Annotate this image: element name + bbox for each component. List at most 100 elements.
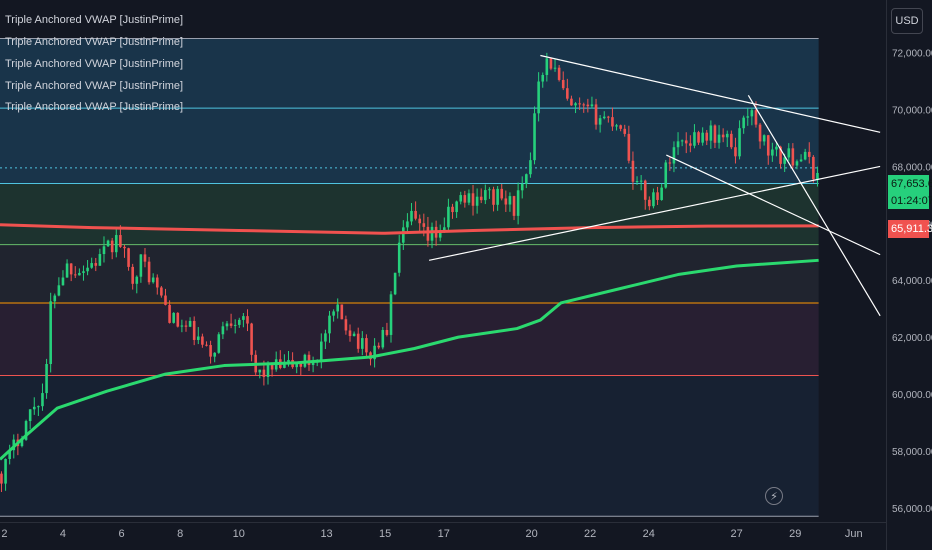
candle-body xyxy=(713,125,717,143)
candle-body xyxy=(750,110,754,117)
candle-body xyxy=(151,277,155,283)
candle-body xyxy=(69,263,73,275)
candle-body xyxy=(196,336,200,340)
candle-body xyxy=(529,160,532,175)
x-tick-label: 6 xyxy=(118,528,124,540)
currency-button[interactable]: USD xyxy=(891,8,923,34)
candle-body xyxy=(816,172,819,180)
candle-body xyxy=(557,67,561,80)
candle-body xyxy=(479,196,483,201)
candle-body xyxy=(8,450,11,459)
candle-body xyxy=(205,344,208,346)
candle-body xyxy=(328,315,331,334)
candle-body xyxy=(381,329,385,348)
candle-body xyxy=(619,125,622,129)
candle-body xyxy=(717,134,721,143)
candle-body xyxy=(438,230,442,238)
candle-body xyxy=(582,104,586,106)
candle-body xyxy=(160,287,163,296)
candle-body xyxy=(598,118,602,125)
y-tick-label: 60,000.00 xyxy=(892,390,932,401)
x-tick-label: 22 xyxy=(584,528,596,540)
candle-body xyxy=(266,362,270,378)
candle-body xyxy=(127,248,130,267)
candle-body xyxy=(467,193,471,203)
candle-body xyxy=(475,196,479,206)
candle-body xyxy=(508,196,512,205)
legend-item[interactable]: Triple Anchored VWAP [JustinPrime] xyxy=(5,14,184,26)
candle-body xyxy=(106,240,110,247)
candle-body xyxy=(812,156,815,180)
candle-body xyxy=(721,134,725,138)
band-fill xyxy=(0,183,819,245)
candle-body xyxy=(775,146,778,150)
candle-body xyxy=(680,140,684,142)
candle-body xyxy=(86,267,89,272)
candle-body xyxy=(635,181,639,183)
candle-body xyxy=(734,147,737,157)
candle-body xyxy=(771,149,774,156)
candle-body xyxy=(488,189,491,191)
candle-body xyxy=(725,133,729,138)
legend-item[interactable]: Triple Anchored VWAP [JustinPrime] xyxy=(5,80,184,92)
candle-body xyxy=(705,132,709,141)
y-tick-label: 62,000.00 xyxy=(892,333,932,344)
candle-body xyxy=(574,103,577,106)
candle-body xyxy=(758,124,762,142)
candle-body xyxy=(553,67,557,69)
y-tick-label: 68,000.00 xyxy=(892,162,932,173)
candle-body xyxy=(570,98,573,106)
candle-body xyxy=(738,128,741,157)
candle-body xyxy=(221,326,225,335)
candle-body xyxy=(594,104,598,125)
candle-body xyxy=(348,330,352,337)
lightning-icon[interactable]: ⚡︎ xyxy=(765,487,783,505)
candle-body xyxy=(459,195,463,202)
candle-body xyxy=(422,223,426,227)
x-tick-label: 17 xyxy=(438,528,450,540)
candle-body xyxy=(389,294,393,335)
candle-body xyxy=(20,439,24,447)
candle-body xyxy=(742,117,745,129)
band-fill xyxy=(0,244,819,303)
candle-body xyxy=(602,116,606,119)
candle-body xyxy=(373,345,376,360)
candle-body xyxy=(549,58,553,69)
candle-body xyxy=(250,323,253,355)
candle-body xyxy=(607,116,610,118)
candle-body xyxy=(697,132,700,143)
candle-body xyxy=(615,125,618,127)
x-tick-label: 10 xyxy=(233,528,245,540)
candle-body xyxy=(566,88,569,99)
candle-body xyxy=(516,190,520,216)
candle-body xyxy=(352,333,356,337)
candle-body xyxy=(229,323,233,326)
legend-item[interactable]: Triple Anchored VWAP [JustinPrime] xyxy=(5,36,184,48)
candle-body xyxy=(754,110,758,125)
x-tick-label: 20 xyxy=(525,528,537,540)
band-fill xyxy=(0,302,819,376)
candle-body xyxy=(533,113,536,161)
legend-item[interactable]: Triple Anchored VWAP [JustinPrime] xyxy=(5,101,184,113)
candle-body xyxy=(537,81,540,114)
candle-body xyxy=(500,188,504,199)
candle-body xyxy=(90,263,93,268)
candle-body xyxy=(484,190,487,201)
legend-item[interactable]: Triple Anchored VWAP [JustinPrime] xyxy=(5,58,184,70)
candle-body xyxy=(299,362,303,367)
candle-body xyxy=(787,148,791,158)
candle-body xyxy=(525,174,528,184)
vwap-line xyxy=(0,223,819,235)
candle-body xyxy=(225,323,229,327)
candle-body xyxy=(262,369,266,378)
candle-body xyxy=(779,146,782,164)
trendline xyxy=(747,95,881,317)
candle-body xyxy=(541,74,545,82)
candle-body xyxy=(590,104,594,107)
candle-body xyxy=(143,254,147,262)
candle-body xyxy=(270,362,274,370)
candle-body xyxy=(237,319,241,325)
candle-body xyxy=(520,183,524,191)
